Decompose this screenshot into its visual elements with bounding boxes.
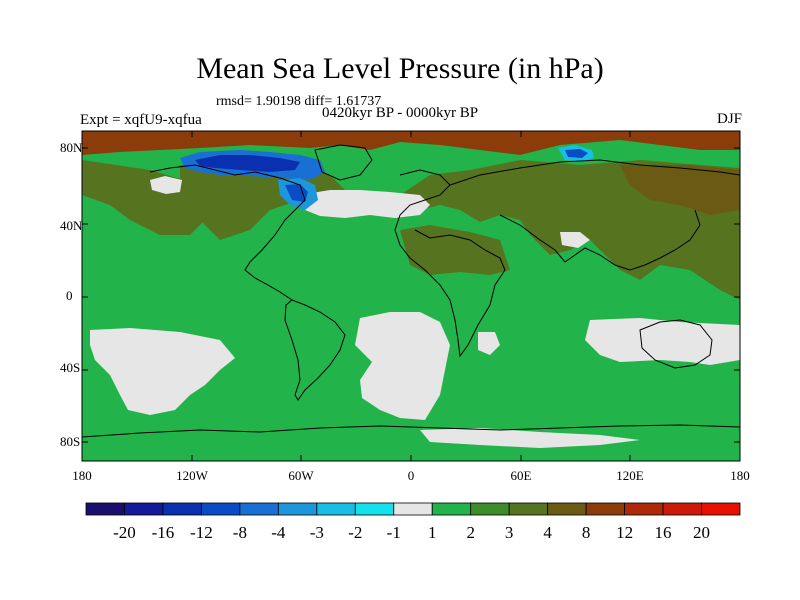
axis-ticks <box>81 131 741 461</box>
colorbar-label-2: -12 <box>190 523 213 542</box>
colorbar-swatch-7 <box>354 502 395 516</box>
coast-australia <box>639 319 713 369</box>
y-label-80s: 80S <box>60 434 80 449</box>
colorbar-label-1: -16 <box>152 523 175 542</box>
coast-europe-africa <box>394 169 506 358</box>
colorbar-swatch-12 <box>547 502 587 516</box>
x-label-180w: 180 <box>72 468 92 483</box>
colorbar-label-15: 20 <box>693 523 710 542</box>
y-label-40s: 40S <box>60 360 80 375</box>
colorbar-swatch-5 <box>277 502 318 516</box>
colorbar-swatch-16 <box>701 502 741 516</box>
colorbar-swatch-9 <box>431 502 472 516</box>
field-siberia-low-core <box>565 149 588 158</box>
field-pacific-olive <box>82 160 210 235</box>
colorbar-label-9: 2 <box>466 523 475 542</box>
coast-north-america <box>149 164 306 301</box>
y-label-0: 0 <box>66 288 73 303</box>
colorbar-label-14: 16 <box>655 523 672 542</box>
pressure-field <box>82 131 740 461</box>
colorbar-swatch-14 <box>624 502 664 516</box>
coast-greenland <box>314 144 373 181</box>
coast-south-america <box>284 299 346 401</box>
x-label-120w: 120W <box>176 468 209 483</box>
field-alaska-gray <box>150 176 182 194</box>
field-africa-olive <box>400 225 510 275</box>
colorbar-label-0: -20 <box>113 523 136 542</box>
colorbar-swatch-15 <box>662 502 702 516</box>
colorbar-swatch-11 <box>508 502 549 516</box>
colorbar-swatch-8 <box>393 502 433 516</box>
field-northamerica-olive <box>180 160 350 240</box>
colorbar-swatch-2 <box>162 502 202 516</box>
colorbar-label-13: 12 <box>616 523 633 542</box>
x-label-60w: 60W <box>288 468 314 483</box>
field-south-pacific-gray <box>90 328 235 415</box>
colorbar-label-7: -1 <box>387 523 401 542</box>
colorbar-label-10: 3 <box>505 523 514 542</box>
rmsd-diff-stats: rmsd= 1.90198 diff= 1.61737 <box>216 94 382 109</box>
field-indian-gray <box>585 318 740 365</box>
y-label-40n: 40N <box>60 218 83 233</box>
field-southern-gray-strip <box>420 428 640 448</box>
colorbar-label-6: -2 <box>348 523 362 542</box>
field-labrador-low-core <box>285 184 308 202</box>
x-label-0: 0 <box>408 468 415 483</box>
x-label-180e: 180 <box>730 468 750 483</box>
y-label-80n: 80N <box>60 140 83 155</box>
colorbar-swatch-13 <box>585 502 625 516</box>
season-label: DJF <box>716 111 742 127</box>
x-label-60e: 60E <box>511 468 532 483</box>
coast-antarctica <box>82 424 740 438</box>
coastlines <box>82 144 740 438</box>
colorbar: -20 -16 -12 -8 -4 -3 -2 -1 1 2 3 4 8 12 16 20 <box>85 502 741 542</box>
colorbar-swatch-10 <box>470 502 510 516</box>
colorbar-swatch-1 <box>124 502 164 516</box>
colorbar-label-5: -3 <box>310 523 324 542</box>
field-east-asia-brown <box>620 165 740 215</box>
colorbar-label-12: 8 <box>582 523 591 542</box>
field-arabia-gray <box>560 232 590 248</box>
colorbar-swatch-3 <box>201 502 241 516</box>
field-canada-low-core <box>195 155 300 172</box>
experiment-label: Expt = xqfU9-xqfua <box>80 112 202 128</box>
colorbar-label-8: 1 <box>428 523 437 542</box>
field-arctic-brown <box>82 131 740 155</box>
x-label-120e: 120E <box>616 468 644 483</box>
coast-asia <box>449 159 740 271</box>
field-south-atlantic-gray <box>355 312 450 420</box>
colorbar-swatch-0 <box>85 502 125 516</box>
colorbar-swatch-6 <box>316 502 356 516</box>
colorbar-label-4: -4 <box>271 523 286 542</box>
field-madagascar-gray <box>478 332 500 355</box>
colorbar-label-11: 4 <box>543 523 552 542</box>
colorbar-label-3: -8 <box>233 523 247 542</box>
period-label: 0420kyr BP - 0000kyr BP <box>322 105 479 121</box>
map-title: Mean Sea Level Pressure (in hPa) <box>196 52 604 85</box>
colorbar-swatch-4 <box>239 502 279 516</box>
field-atlantic-gray <box>300 190 430 218</box>
